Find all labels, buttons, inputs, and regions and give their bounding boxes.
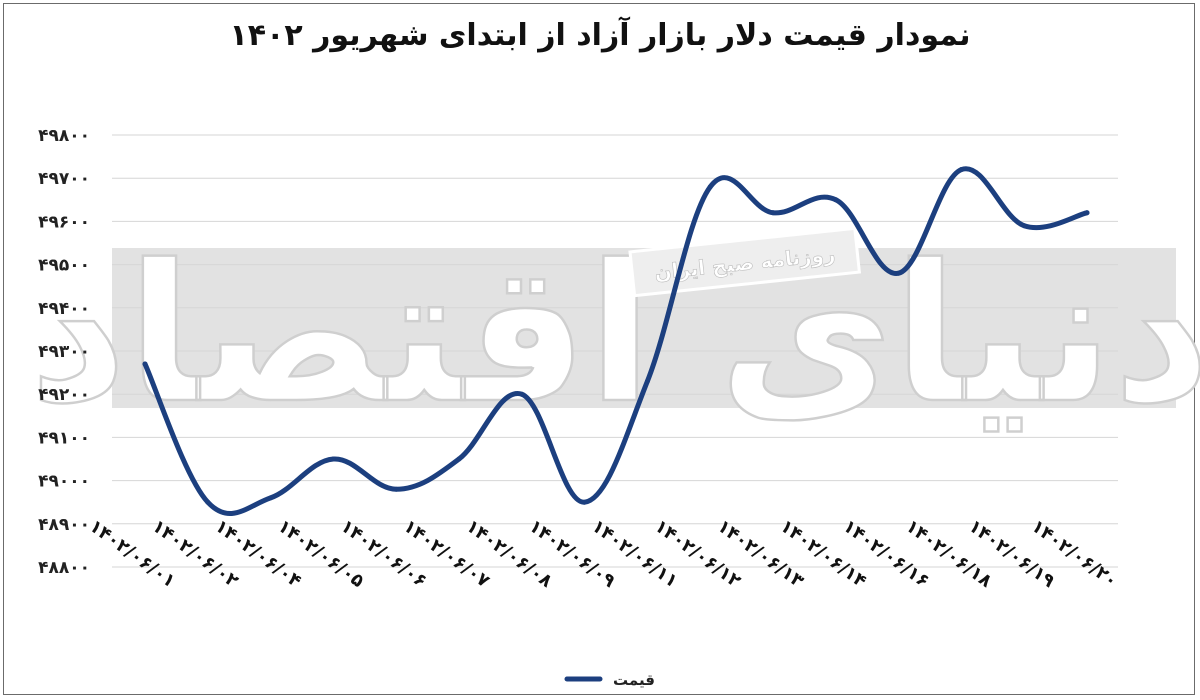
y-tick-label: ۴۹۴۰۰ [38,299,90,319]
y-tick-label: ۴۹۷۰۰ [38,169,90,189]
y-tick-label: ۴۹۲۰۰ [38,385,90,405]
x-axis-ticks: ۱۴۰۲/۰۶/۰۱۱۴۰۲/۰۶/۰۲۱۴۰۲/۰۶/۰۴۱۴۰۲/۰۶/۰۵… [85,516,1121,592]
data-point [833,197,839,203]
chart-title: نمودار قیمت دلار بازار آزاد از ابتدای شه… [229,18,971,53]
data-point [958,167,964,173]
data-point [582,499,588,505]
data-point [1021,223,1027,229]
y-tick-label: ۴۹۰۰۰ [38,472,90,492]
watermark: دنیای اقتصاد روزنامه صبح ایران [28,223,1200,447]
data-point [644,378,650,384]
data-point [142,361,148,367]
series-points [142,167,1090,505]
data-point [770,210,776,216]
y-tick-label: ۴۹۱۰۰ [38,428,90,448]
data-point [896,270,902,276]
y-tick-label: ۴۹۵۰۰ [38,256,90,276]
data-point [330,456,336,462]
y-tick-label: ۴۹۶۰۰ [38,212,90,232]
data-point [456,456,462,462]
series-line-price [142,166,1090,516]
y-tick-label: ۴۹۸۰۰ [38,126,90,146]
y-tick-label: ۴۸۹۰۰ [38,515,90,535]
legend-label: قیمت [613,671,655,689]
data-point [393,486,399,492]
data-point [268,495,274,501]
watermark-banner [628,226,862,298]
y-axis-ticks: ۴۸۸۰۰ ۴۸۹۰۰ ۴۹۰۰۰ ۴۹۱۰۰ ۴۹۲۰۰ ۴۹۳۰۰ ۴۹۴۰۰ ۴۹۵۰۰… [38,126,90,578]
data-point [1084,210,1090,216]
watermark-brand-text: دنیای اقتصاد [29,224,1200,445]
y-tick-label: ۴۹۳۰۰ [38,342,90,362]
y-tick-label: ۴۸۸۰۰ [38,558,90,578]
data-point [205,499,211,505]
legend: قیمت [564,671,655,689]
data-point [519,391,525,397]
data-point [707,184,713,190]
